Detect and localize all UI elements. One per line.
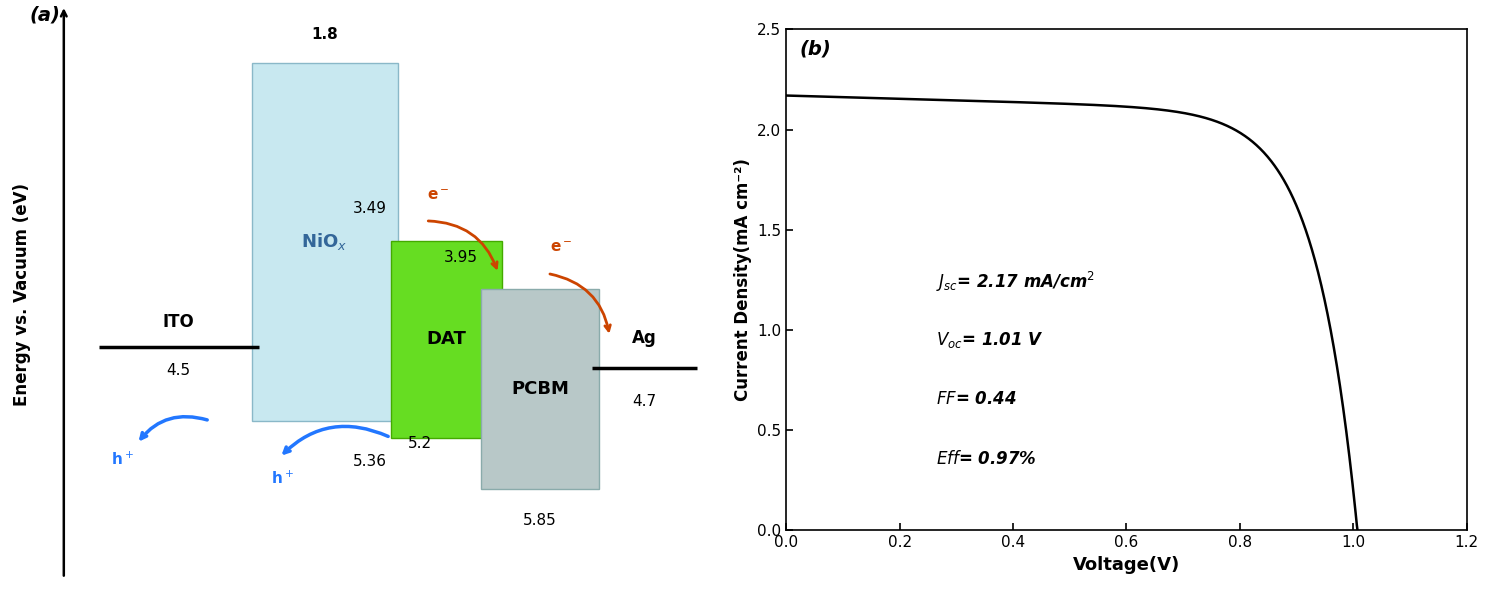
- Text: NiO$_x$: NiO$_x$: [301, 231, 348, 253]
- Bar: [390, 241, 502, 438]
- Text: e$^-$: e$^-$: [426, 188, 449, 203]
- Text: 3.49: 3.49: [354, 201, 387, 216]
- Text: PCBM: PCBM: [511, 380, 569, 398]
- Text: $V_{oc}$= 1.01 V: $V_{oc}$= 1.01 V: [936, 330, 1043, 350]
- Text: Energy vs. Vacuum (eV): Energy vs. Vacuum (eV): [14, 183, 32, 406]
- Text: (a): (a): [29, 5, 60, 24]
- Text: 4.5: 4.5: [166, 363, 191, 378]
- Text: h$^+$: h$^+$: [112, 451, 135, 468]
- Text: $Eff$= 0.97%: $Eff$= 0.97%: [936, 450, 1037, 468]
- Text: DAT: DAT: [426, 330, 466, 348]
- Text: Ag: Ag: [632, 329, 656, 347]
- Text: $J_{sc}$= 2.17 mA/cm$^2$: $J_{sc}$= 2.17 mA/cm$^2$: [936, 270, 1095, 294]
- Y-axis label: Current Density(mA cm⁻²): Current Density(mA cm⁻²): [733, 158, 751, 401]
- Text: h$^+$: h$^+$: [272, 469, 295, 487]
- Text: $FF$= 0.44: $FF$= 0.44: [936, 390, 1016, 408]
- Text: 5.85: 5.85: [523, 513, 556, 528]
- Text: 3.95: 3.95: [443, 250, 478, 265]
- Text: e$^-$: e$^-$: [550, 240, 572, 256]
- Text: (b): (b): [800, 39, 832, 58]
- Bar: [251, 63, 398, 421]
- Text: ITO: ITO: [163, 313, 195, 331]
- X-axis label: Voltage(V): Voltage(V): [1074, 555, 1179, 574]
- Text: 1.8: 1.8: [311, 27, 339, 42]
- Bar: [481, 289, 599, 489]
- Text: 5.2: 5.2: [408, 436, 432, 452]
- Text: 5.36: 5.36: [354, 454, 387, 469]
- Text: 4.7: 4.7: [632, 395, 656, 409]
